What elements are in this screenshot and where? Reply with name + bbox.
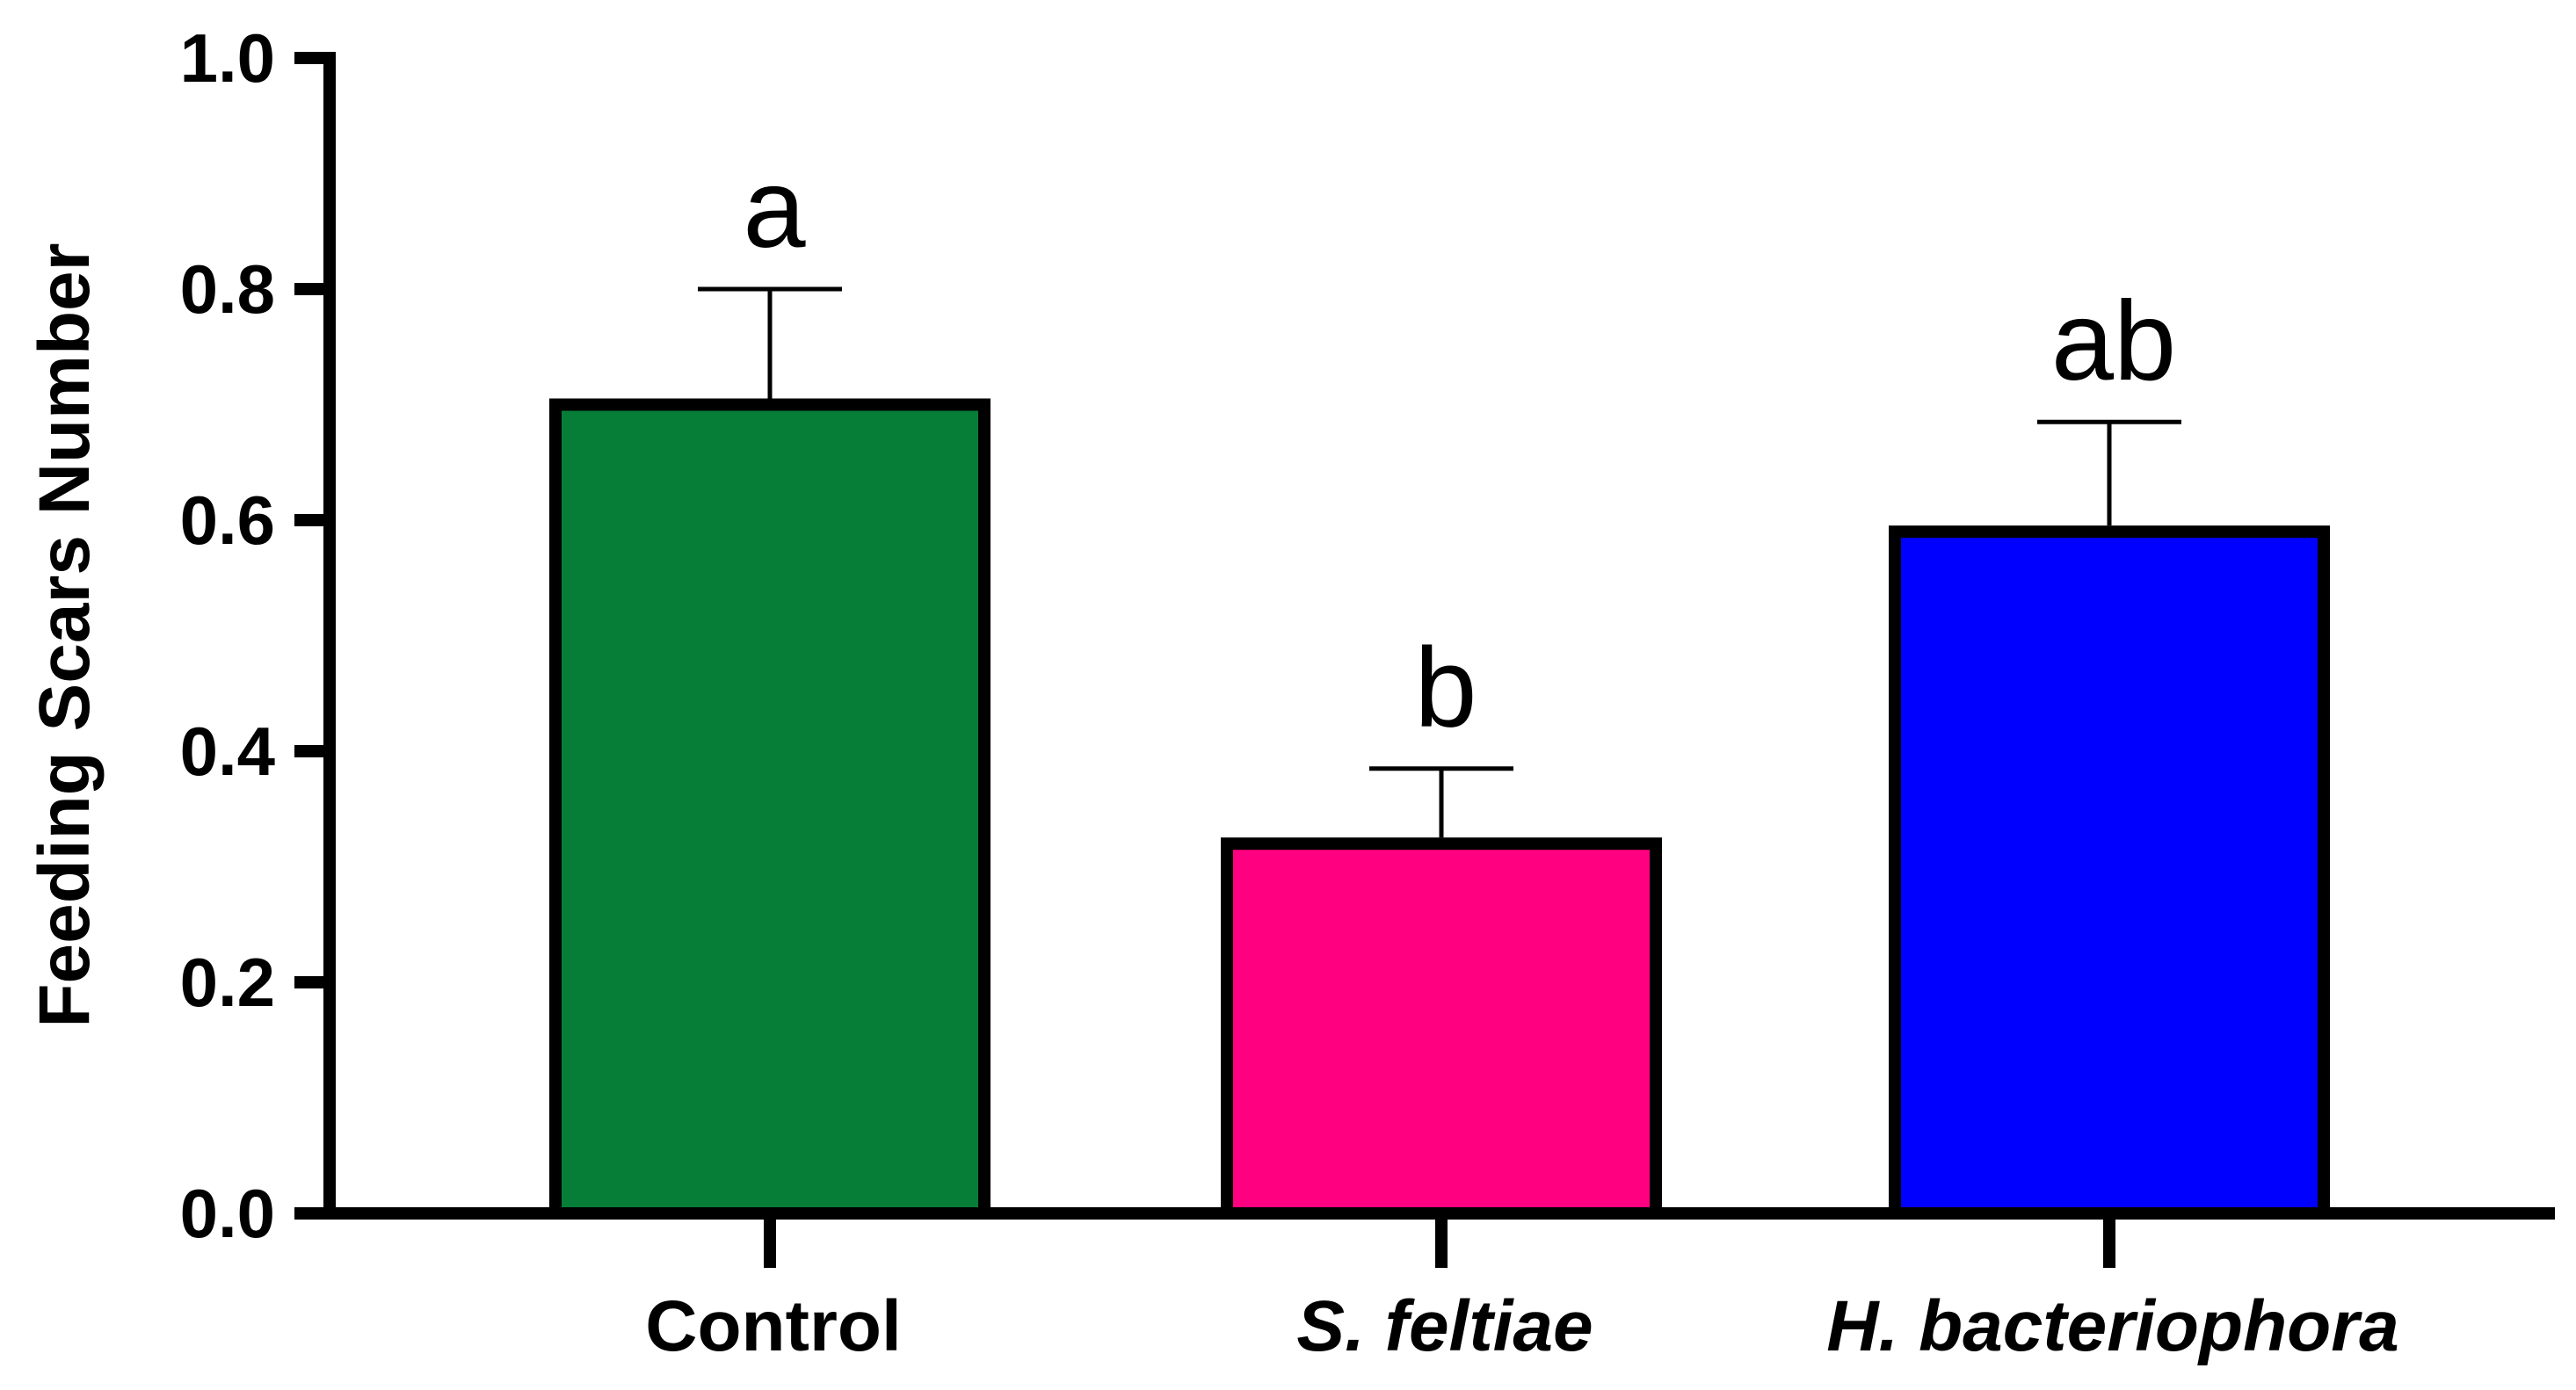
y-tick-label: 0.2 [180,944,275,1021]
y-tick-label: 0.0 [180,1175,275,1252]
x-category-label: H. bacteriophora [1826,1286,2399,1366]
y-tick-label: 0.8 [180,250,275,328]
x-category-label: S. feltiae [1296,1286,1593,1366]
bars-layer [549,398,2330,1220]
bar-2 [1889,525,2330,1220]
x-ticks-layer: Control S. feltiae H. bacteriophora [645,1213,2399,1366]
bar-1 [1221,837,1662,1220]
x-category-label: Control [645,1286,901,1366]
y-tick-label: 1.0 [180,19,275,97]
bar-0 [549,398,990,1220]
significance-letter: ab [2051,279,2176,404]
significance-letter: a [743,146,806,271]
y-tick-label: 0.4 [180,713,275,790]
significance-letter: b [1414,626,1477,751]
y-axis-label: Feeding Scars Number [25,243,105,1027]
error-bars-layer [698,286,2181,838]
y-tick-label: 0.6 [180,481,275,559]
y-ticks-layer: 0.0 0.2 0.4 0.6 0.8 1.0 [180,19,330,1252]
